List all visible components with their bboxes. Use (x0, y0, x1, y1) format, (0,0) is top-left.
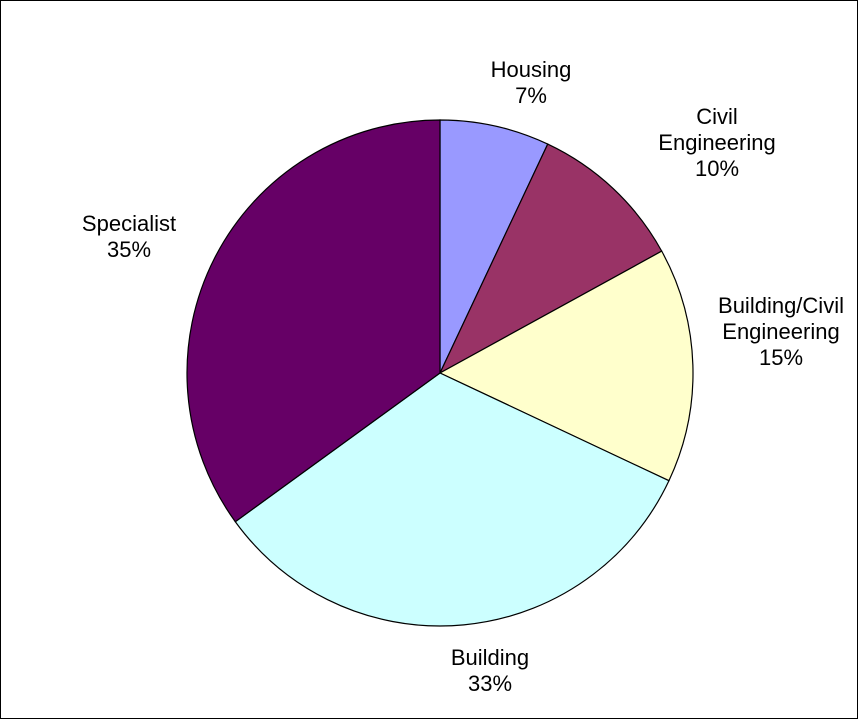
slice-name-line: Housing (490, 57, 572, 82)
slice-label-building-civil-engineering: Building/Civil Engineering 15% (718, 293, 844, 371)
slice-percent: 10% (694, 156, 740, 181)
slice-label-civil-engineering: Civil Engineering 10% (658, 104, 775, 182)
slice-label-specialist: Specialist 35% (82, 211, 176, 263)
pie-slice-civil-engineering (438, 143, 663, 375)
slice-name-line: Building (450, 645, 530, 670)
slice-name-line: Civil (696, 104, 738, 129)
slice-name-line: Specialist (81, 211, 177, 236)
slice-label-housing: Housing 7% (491, 57, 572, 109)
slice-name-line: Engineering (722, 319, 840, 344)
slice-name-line: Building/Civil (718, 293, 844, 318)
pie-slice-housing (439, 119, 549, 374)
slice-percent: 15% (758, 345, 804, 370)
slice-name-line: Engineering (658, 130, 776, 155)
pie-slice-building-civil-engineering (438, 250, 694, 482)
slice-percent: 7% (515, 83, 547, 108)
slice-label-building: Building 33% (451, 645, 529, 697)
pie-slice-building (234, 372, 670, 627)
pie-slice-specialist (186, 119, 441, 523)
slice-percent: 33% (467, 671, 513, 696)
slice-percent: 35% (106, 237, 152, 262)
